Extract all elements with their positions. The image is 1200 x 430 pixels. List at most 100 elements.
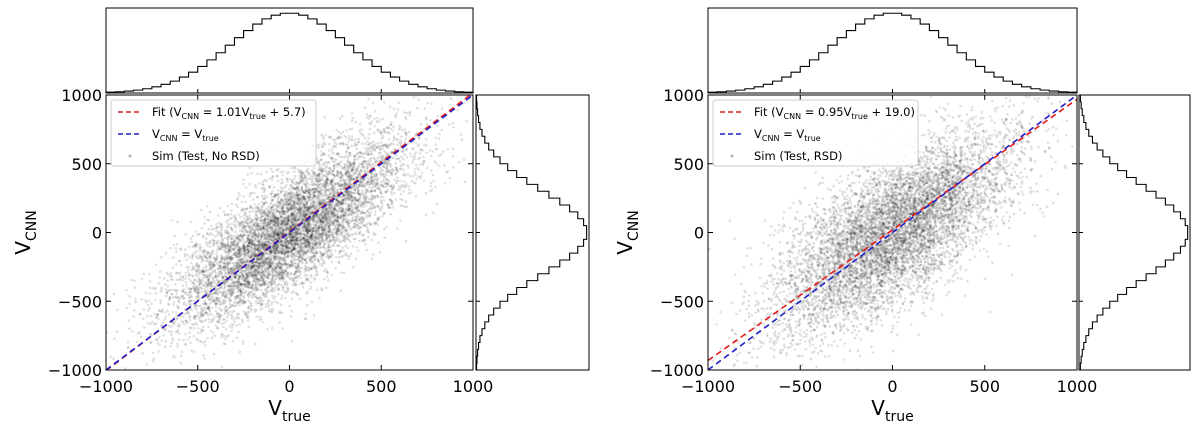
scatter-point — [312, 214, 316, 218]
scatter-point — [248, 286, 251, 290]
scatter-point — [281, 221, 285, 225]
scatter-point — [365, 215, 368, 219]
scatter-point — [305, 277, 308, 280]
scatter-point — [434, 143, 438, 146]
scatter-point — [341, 199, 345, 202]
scatter-point — [356, 188, 360, 192]
scatter-point — [294, 254, 298, 258]
scatter-point — [230, 315, 234, 318]
scatter-point — [332, 192, 336, 195]
scatter-point — [254, 237, 257, 241]
scatter-point — [248, 182, 251, 186]
scatter-point — [260, 194, 264, 198]
scatter-point — [244, 313, 247, 317]
scatter-point — [358, 164, 361, 168]
scatter-point — [252, 278, 256, 282]
scatter-point — [397, 157, 401, 160]
scatter-point — [322, 137, 326, 140]
scatter-point — [397, 185, 401, 188]
scatter-point — [346, 157, 350, 160]
scatter-point — [395, 166, 399, 170]
scatter-point — [425, 123, 429, 126]
scatter-point — [400, 135, 403, 138]
scatter-point — [386, 182, 390, 185]
scatter-point — [268, 223, 271, 226]
scatter-point — [197, 291, 200, 295]
scatter-point — [407, 130, 411, 134]
scatter-point — [298, 204, 301, 208]
scatter-point — [269, 258, 273, 261]
scatter-point — [258, 318, 261, 322]
scatter-point — [290, 265, 294, 268]
scatter-point — [291, 283, 294, 287]
scatter-point — [263, 281, 266, 284]
scatter-point — [317, 226, 321, 229]
scatter-point — [234, 253, 238, 257]
scatter-point — [190, 326, 193, 330]
scatter-point — [309, 281, 313, 284]
scatter-point — [240, 200, 244, 204]
scatter-point — [417, 143, 421, 146]
scatter-point — [206, 232, 209, 235]
scatter-point — [266, 230, 270, 233]
scatter-point — [298, 238, 301, 241]
scatter-point — [325, 175, 329, 179]
scatter-point — [280, 231, 284, 234]
scatter-point — [375, 116, 379, 120]
scatter-point — [150, 320, 154, 324]
scatter-point — [321, 184, 325, 188]
scatter-point — [343, 238, 347, 241]
scatter-point — [318, 193, 322, 196]
scatter-point — [357, 190, 360, 193]
scatter-point — [199, 208, 203, 212]
scatter-point — [267, 281, 271, 285]
scatter-point — [332, 145, 335, 148]
scatter-point — [224, 213, 227, 217]
scatter-point — [327, 243, 331, 247]
scatter-point — [457, 160, 461, 164]
scatter-point — [222, 275, 225, 279]
scatter-point — [343, 179, 346, 182]
scatter-point — [327, 230, 330, 234]
scatter-point — [226, 253, 230, 257]
scatter-point — [195, 249, 198, 253]
scatter-point — [291, 224, 295, 227]
scatter-point — [319, 166, 323, 169]
scatter-point — [342, 239, 345, 242]
scatter-point — [231, 268, 235, 272]
scatter-point — [266, 267, 270, 271]
scatter-point — [327, 256, 330, 259]
scatter-point — [319, 198, 322, 202]
scatter-point — [304, 191, 307, 195]
scatter-point — [292, 253, 296, 256]
scatter-point — [376, 120, 380, 124]
scatter-point — [263, 274, 266, 277]
scatter-point — [333, 141, 337, 144]
scatter-point — [300, 174, 303, 177]
scatter-point — [234, 203, 238, 206]
scatter-point — [339, 184, 342, 187]
scatter-point — [315, 212, 319, 216]
scatter-point — [176, 296, 180, 300]
scatter-point — [295, 190, 299, 193]
scatter-point — [278, 255, 281, 258]
scatter-point — [419, 123, 423, 126]
scatter-point — [310, 267, 313, 271]
scatter-point — [313, 166, 316, 170]
scatter-point — [295, 215, 298, 219]
scatter-point — [242, 247, 245, 250]
scatter-point — [287, 216, 291, 219]
scatter-point — [241, 235, 244, 238]
scatter-point — [366, 143, 370, 146]
scatter-point — [268, 264, 272, 268]
scatter-point — [379, 141, 383, 144]
scatter-point — [259, 303, 263, 306]
scatter-point — [393, 191, 396, 195]
scatter-point — [262, 292, 266, 296]
scatter-point — [351, 178, 354, 181]
scatter-point — [342, 198, 346, 201]
scatter-point — [242, 195, 245, 198]
scatter-point — [415, 163, 418, 167]
scatter-point — [266, 285, 270, 289]
scatter-point — [209, 251, 213, 255]
